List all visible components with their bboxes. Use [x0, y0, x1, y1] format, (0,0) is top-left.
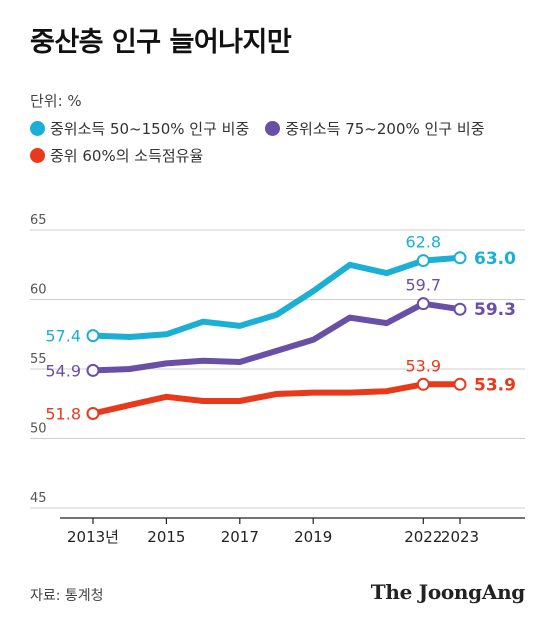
legend-entry-3: 중위 60%의 소득점유율: [30, 145, 203, 166]
source-note: 자료: 통계청: [30, 588, 104, 604]
y-tick-label: 65: [30, 213, 47, 228]
unit-label: 단위: %: [30, 92, 82, 110]
data-label-start: 51.8: [45, 404, 81, 423]
x-tick-label: 2019: [294, 528, 332, 546]
legend-dot-icon: [30, 148, 45, 163]
data-label-end: 63.0: [474, 249, 516, 269]
legend-dot-icon: [30, 121, 45, 136]
data-point-marker: [86, 363, 100, 377]
data-label-2022: 53.9: [405, 356, 441, 375]
data-label-2022: 59.7: [405, 276, 441, 295]
data-point-marker: [86, 406, 100, 420]
x-tick-label: 2015: [147, 528, 185, 546]
y-tick-label: 45: [30, 491, 47, 506]
legend-dot-icon: [265, 121, 281, 136]
legend-label: 중위소득 50~150% 인구 비중: [50, 120, 250, 138]
legend-label: 중위소득 75~200% 인구 비중: [285, 120, 485, 138]
data-point-marker: [416, 377, 430, 391]
data-point-marker: [86, 329, 100, 343]
legend-entry-2: 중위소득 75~200% 인구 비중: [265, 118, 485, 139]
y-tick-label: 60: [30, 283, 47, 298]
data-point-marker: [453, 302, 467, 316]
y-tick-label: 55: [30, 352, 47, 367]
data-point-marker: [453, 251, 467, 265]
legend-label: 중위 60%의 소득점유율: [50, 147, 204, 165]
data-label-end: 59.3: [474, 300, 516, 320]
x-tick-label: 2022: [404, 528, 442, 546]
data-label-start: 54.9: [45, 361, 81, 380]
x-tick-label: 2013년: [67, 528, 119, 546]
y-tick-label: 50: [30, 422, 47, 437]
series-line-3: [90, 381, 463, 417]
legend-row-2: 중위 60%의 소득점유율: [30, 145, 219, 166]
legend-row-1: 중위소득 50~150% 인구 비중 중위소득 75~200% 인구 비중: [30, 118, 501, 139]
data-label-start: 57.4: [45, 327, 81, 346]
legend-entry-1: 중위소득 50~150% 인구 비중: [30, 118, 249, 139]
data-point-marker: [453, 377, 467, 391]
series-line-1: [90, 254, 463, 340]
x-tick-label: 2023: [441, 528, 479, 546]
data-label-2022: 62.8: [405, 233, 441, 252]
data-point-marker: [416, 254, 430, 268]
chart-title: 중산층 인구 늘어나지만: [30, 27, 292, 58]
x-tick-label: 2017: [221, 528, 259, 546]
data-point-marker: [416, 297, 430, 311]
data-label-end: 53.9: [474, 375, 516, 395]
series-line-2: [90, 300, 463, 374]
brand-logo: The JoongAng: [370, 580, 526, 604]
